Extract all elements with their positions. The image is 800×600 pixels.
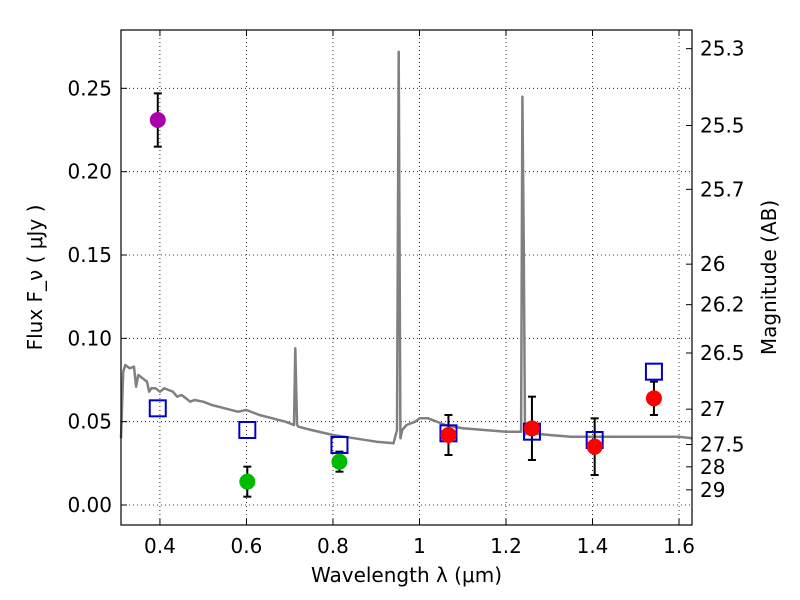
y-tick-label: 0.05 [67, 410, 112, 434]
observed-flux-point [523, 420, 540, 437]
observed-flux-point [645, 390, 662, 407]
observed-flux-point [149, 112, 166, 128]
x-tick-label: 1.2 [490, 534, 522, 558]
right-tick-label: 25.3 [700, 37, 745, 61]
right-tick-label: 26 [700, 252, 725, 276]
x-tick-label: 0.6 [231, 534, 263, 558]
right-tick-label: 27 [700, 397, 725, 421]
y-axis-label: Flux F_ν ( μJy ) [23, 205, 47, 351]
model-photometry-square [238, 421, 257, 439]
model-spectrum-layer [119, 50, 693, 445]
model-photometry-square [330, 436, 349, 454]
observed-flux-point [586, 438, 603, 455]
right-tick-label: 25.7 [700, 177, 745, 201]
right-tick-label: 25.5 [700, 114, 745, 138]
y-tick-label: 0.25 [67, 76, 112, 100]
y-tick-label: 0.10 [67, 326, 112, 350]
right-tick-label: 26.2 [700, 293, 745, 317]
data-markers [148, 112, 663, 490]
x-tick-label: 0.8 [317, 534, 349, 558]
x-tick-label: 1.6 [663, 534, 695, 558]
observed-flux-point [239, 473, 256, 490]
right-tick-label: 28 [700, 455, 725, 479]
right-tick-label: 29 [700, 478, 725, 502]
x-tick-label: 0.4 [144, 534, 176, 558]
right-tick-label: 26.5 [700, 341, 745, 365]
observed-flux-point [331, 453, 348, 470]
error-bars [153, 92, 658, 498]
x-tick-label: 1 [413, 534, 426, 558]
right-tick-label: 27.5 [700, 433, 745, 457]
y-tick-label: 0.00 [67, 493, 112, 517]
grid [121, 30, 692, 525]
plot-frame [120, 29, 693, 526]
model-photometry-square [644, 362, 663, 381]
right-axis-label: Magnitude (AB) [757, 200, 781, 355]
model-spectrum-line [119, 50, 693, 445]
y-tick-label: 0.20 [67, 160, 112, 184]
x-axis-label: Wavelength λ (μm) [311, 563, 502, 587]
x-tick-label: 1.4 [577, 534, 609, 558]
model-photometry-square [148, 399, 167, 418]
observed-flux-point [440, 427, 457, 443]
axis-ticks: 0.4 0.6 0.8 1 1.2 1.4 1.6 0.00 0.05 0.10 0.15 0.20 0… [67, 30, 745, 558]
y-tick-label: 0.15 [67, 243, 112, 267]
